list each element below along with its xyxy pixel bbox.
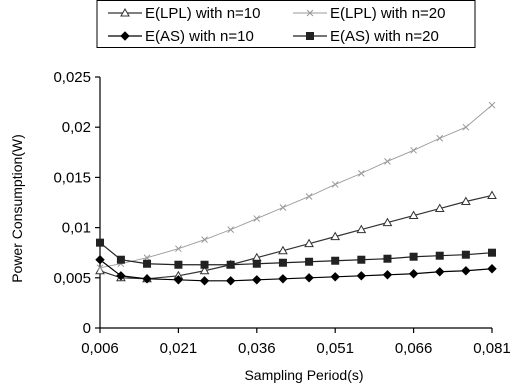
as-n10-point xyxy=(142,274,152,284)
lpl-n20-point xyxy=(279,204,287,211)
as-n20-point xyxy=(409,252,418,261)
lpl-n20-point xyxy=(436,134,444,142)
lpl-n20-point xyxy=(143,254,151,262)
lpl-n20-point xyxy=(384,157,391,165)
as-n20-point xyxy=(383,254,392,263)
legend-as-n20-point xyxy=(306,32,314,40)
as-n20-point xyxy=(278,258,287,267)
series-line-as-n10 xyxy=(99,259,493,282)
as-n20-point xyxy=(116,255,125,264)
legend-as-n10-point xyxy=(120,31,130,41)
lpl-n20-point xyxy=(305,193,313,200)
as-n10-point xyxy=(435,267,445,277)
lpl-n20-point xyxy=(462,123,470,131)
lpl-n20-point xyxy=(227,226,235,233)
series-line-lpl-n10 xyxy=(99,194,493,280)
y-tick-label: 0 xyxy=(83,320,91,337)
lpl-n10-point xyxy=(408,210,419,220)
series-layer xyxy=(95,101,497,286)
as-n20-point xyxy=(305,257,314,266)
lpl-n10-point xyxy=(356,224,367,234)
axes xyxy=(99,77,492,329)
legend-lpl-n20-point xyxy=(306,9,314,17)
as-n20-point xyxy=(331,256,340,265)
series-line-as-n20 xyxy=(99,242,493,266)
legend-item-as-n10: E(AS) with n=10 xyxy=(108,28,254,45)
lpl-n20-point xyxy=(488,101,496,109)
as-n10-point xyxy=(173,275,184,285)
as-n20-point xyxy=(96,238,104,247)
x-tick-label: 0,081 xyxy=(473,340,511,357)
as-n10-point xyxy=(487,264,497,274)
as-n20-point xyxy=(461,250,470,259)
series-as-n10 xyxy=(95,255,497,286)
as-n20-point xyxy=(143,259,152,268)
legend-frame xyxy=(96,0,476,48)
lpl-n20-point xyxy=(331,181,339,188)
lpl-n10-point xyxy=(199,265,210,275)
y-tick-label: 0,025 xyxy=(53,69,91,86)
lpl-n10-point xyxy=(304,238,314,248)
as-n10-point xyxy=(408,269,419,279)
y-axis-title: Power Consumption(W) xyxy=(9,134,25,283)
lpl-n10-point xyxy=(487,190,497,199)
as-n20-point xyxy=(226,260,235,269)
legend-lpl-n10-point xyxy=(120,7,130,17)
y-tick-label: 0,01 xyxy=(62,220,91,237)
lpl-n20-point xyxy=(253,215,261,222)
as-n20-point xyxy=(200,260,209,269)
x-tick-label: 0,036 xyxy=(238,340,276,357)
series-line-lpl-n20 xyxy=(99,104,493,269)
series-lpl-n20 xyxy=(96,101,496,272)
lpl-n10-point xyxy=(434,203,445,213)
lpl-n10-point xyxy=(382,217,393,227)
as-n10-point xyxy=(252,275,262,285)
x-ticks: 0,006 0,021 0,036 0,051 0,066 0,081 xyxy=(81,328,511,357)
legend-label: E(AS) with n=20 xyxy=(330,28,439,45)
as-n20-point xyxy=(488,248,496,257)
legend-item-as-n20: E(AS) with n=20 xyxy=(293,28,439,45)
lpl-n10-point xyxy=(330,231,341,241)
x-tick-label: 0,021 xyxy=(160,340,198,357)
series-as-n20 xyxy=(96,238,496,269)
legend: E(LPL) with n=10 E(LPL) with n=20 E(AS) wi… xyxy=(96,0,476,48)
y-tick-label: 0,015 xyxy=(53,169,91,186)
as-n10-point xyxy=(199,276,210,286)
as-n20-point xyxy=(174,260,183,269)
as-n10-point xyxy=(116,271,126,281)
legend-label: E(LPL) with n=20 xyxy=(330,5,445,22)
x-tick-label: 0,006 xyxy=(81,340,119,357)
x-axis-title: Sampling Period(s) xyxy=(244,367,363,383)
lpl-n20-point xyxy=(96,264,104,272)
lpl-n20-point xyxy=(175,245,182,253)
lpl-n10-point xyxy=(461,196,471,205)
legend-label: E(LPL) with n=10 xyxy=(145,5,260,22)
lpl-n20-point xyxy=(410,146,417,154)
legend-item-lpl-n10: E(LPL) with n=10 xyxy=(108,5,260,22)
as-n20-point xyxy=(357,255,366,264)
legend-item-lpl-n20: E(LPL) with n=20 xyxy=(293,5,445,22)
x-tick-label: 0,066 xyxy=(395,340,433,357)
y-tick-label: 0,02 xyxy=(62,119,91,136)
as-n10-point xyxy=(382,270,393,280)
x-tick-label: 0,051 xyxy=(316,340,354,357)
y-ticks: 0 0,005 0,01 0,015 0,02 0,025 xyxy=(53,69,100,337)
as-n10-point xyxy=(304,273,314,283)
as-n10-point xyxy=(330,272,340,282)
as-n20-point xyxy=(435,251,444,260)
as-n20-point xyxy=(252,259,261,268)
lpl-n20-point xyxy=(201,236,208,244)
as-n10-point xyxy=(225,276,236,286)
as-n10-point xyxy=(461,266,471,276)
as-n10-point xyxy=(95,255,105,265)
lpl-n10-point xyxy=(278,245,288,255)
lpl-n20-point xyxy=(357,170,365,177)
series-lpl-n10 xyxy=(95,190,497,283)
legend-label: E(AS) with n=10 xyxy=(145,28,254,45)
as-n10-point xyxy=(278,274,288,284)
as-n10-point xyxy=(356,271,367,281)
y-tick-label: 0,005 xyxy=(53,270,91,287)
